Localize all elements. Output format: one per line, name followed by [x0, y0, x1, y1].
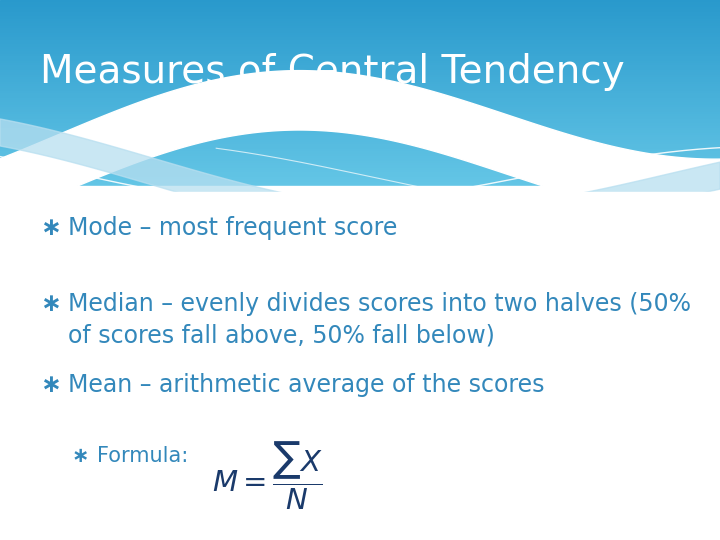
Bar [0, 126, 720, 128]
Bar [0, 154, 720, 156]
Bar [0, 165, 720, 167]
Bar [0, 100, 720, 103]
Bar [0, 124, 720, 126]
Bar [0, 23, 720, 25]
Bar [0, 39, 720, 42]
Bar [0, 181, 720, 184]
Bar [0, 142, 720, 144]
Bar [0, 46, 720, 49]
Bar [0, 114, 720, 117]
Bar [0, 58, 720, 60]
Text: ∗: ∗ [72, 446, 89, 465]
Text: $M = \dfrac{\sum X}{N}$: $M = \dfrac{\sum X}{N}$ [212, 440, 323, 512]
Text: Mean – arithmetic average of the scores: Mean – arithmetic average of the scores [68, 373, 545, 396]
Bar [0, 147, 720, 149]
Bar [0, 167, 720, 170]
Bar [0, 60, 720, 63]
Bar [0, 14, 720, 16]
Bar [0, 117, 720, 119]
Bar [0, 158, 720, 161]
Text: ∗: ∗ [40, 216, 60, 240]
Bar [0, 5, 720, 7]
Bar [0, 161, 720, 163]
Bar [0, 163, 720, 165]
Text: ∗: ∗ [40, 373, 60, 396]
Bar [0, 0, 720, 2]
Bar [0, 2, 720, 5]
Bar [0, 186, 720, 540]
Bar [0, 130, 720, 133]
Bar [0, 89, 720, 91]
Bar [0, 107, 720, 110]
Bar [0, 135, 720, 137]
Bar [0, 84, 720, 86]
Bar [0, 75, 720, 77]
Bar [0, 12, 720, 14]
Bar [0, 133, 720, 135]
Bar [0, 72, 720, 75]
Bar [0, 30, 720, 32]
Bar [0, 79, 720, 82]
Text: Measures of Central Tendency: Measures of Central Tendency [40, 52, 624, 91]
Bar [0, 174, 720, 177]
Bar [0, 184, 720, 186]
Bar [0, 93, 720, 96]
Bar [0, 140, 720, 142]
Bar [0, 172, 720, 174]
Bar [0, 21, 720, 23]
Bar [0, 70, 720, 72]
Bar [0, 91, 720, 93]
Bar [0, 98, 720, 100]
Bar [0, 170, 720, 172]
Bar [0, 18, 720, 21]
Bar [0, 63, 720, 65]
Bar [0, 105, 720, 107]
Bar [0, 110, 720, 112]
Bar [0, 96, 720, 98]
Text: Formula:: Formula: [97, 446, 202, 465]
Bar [0, 28, 720, 30]
Bar [0, 9, 720, 12]
Bar [0, 156, 720, 158]
Bar [0, 65, 720, 68]
Bar [0, 149, 720, 151]
Bar [0, 35, 720, 37]
Bar [0, 32, 720, 35]
Bar [0, 42, 720, 44]
Bar [0, 68, 720, 70]
Bar [0, 103, 720, 105]
Text: ∗: ∗ [40, 292, 60, 315]
Bar [0, 137, 720, 140]
Bar [0, 7, 720, 9]
Bar [0, 53, 720, 56]
Bar [0, 16, 720, 18]
Bar [0, 119, 720, 121]
Bar [0, 51, 720, 53]
Bar [0, 44, 720, 46]
Bar [0, 121, 720, 124]
Bar [0, 112, 720, 114]
Bar [0, 82, 720, 84]
Bar [0, 56, 720, 58]
Bar [0, 192, 720, 540]
Bar [0, 37, 720, 39]
Bar [0, 177, 720, 179]
Text: Mode – most frequent score: Mode – most frequent score [68, 216, 397, 240]
Bar [0, 86, 720, 89]
Text: Median – evenly divides scores into two halves (50%
of scores fall above, 50% fa: Median – evenly divides scores into two … [68, 292, 691, 347]
Bar [0, 25, 720, 28]
Bar [0, 128, 720, 130]
Bar [0, 179, 720, 181]
Bar [0, 144, 720, 147]
Bar [0, 77, 720, 79]
Bar [0, 151, 720, 154]
Bar [0, 49, 720, 51]
